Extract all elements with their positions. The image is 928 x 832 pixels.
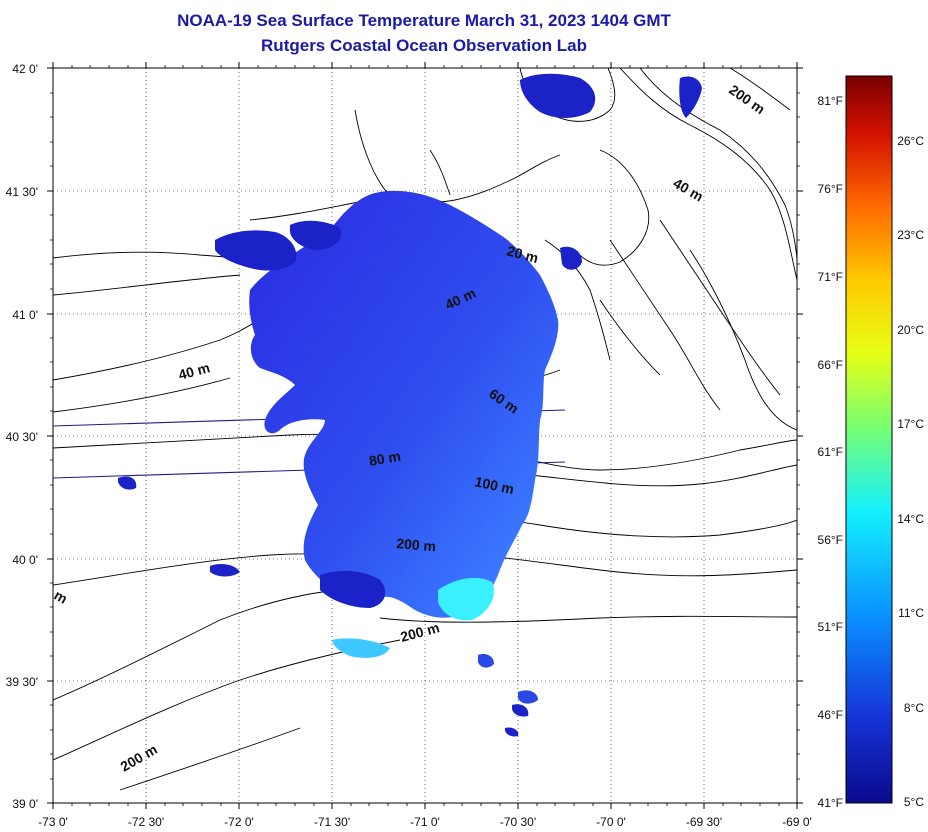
lon-label: -71 0' [410, 815, 440, 829]
celsius-label: 11°C [898, 606, 924, 620]
lat-label: 41 0' [12, 308, 38, 322]
celsius-label: 5°C [904, 795, 924, 809]
colorbar-celsius-labels: 26°C 23°C 20°C 17°C 14°C 11°C 8°C 5°C [897, 134, 924, 809]
contour-label: 200 m [396, 535, 437, 554]
lon-label: -73 0' [38, 815, 68, 829]
map-title: NOAA-19 Sea Surface Temperature March 31… [177, 11, 671, 30]
colorbar [845, 75, 893, 804]
frame-ticks [47, 62, 803, 809]
lon-label: -70 30' [500, 815, 536, 829]
lat-label: 42 0' [12, 62, 38, 76]
fahrenheit-label: 61°F [818, 445, 843, 459]
lon-label: -70 0' [596, 815, 626, 829]
longitude-labels: -73 0' -72 30' -72 0' -71 30' -71 0' -70… [38, 815, 812, 829]
sst-plume [118, 73, 702, 737]
celsius-label: 17°C [897, 417, 924, 431]
contour-label: 40 m [177, 359, 212, 383]
fahrenheit-label: 66°F [818, 358, 843, 372]
celsius-label: 26°C [897, 134, 924, 148]
fahrenheit-label: 46°F [818, 708, 843, 722]
bathymetry-contours [53, 68, 797, 791]
celsius-label: 23°C [897, 228, 924, 242]
lon-label: -69 30' [686, 815, 722, 829]
fahrenheit-label: 81°F [818, 94, 843, 108]
celsius-label: 20°C [897, 323, 924, 337]
colorbar-fahrenheit-labels: 81°F 76°F 71°F 66°F 61°F 56°F 51°F 46°F … [818, 94, 843, 810]
contour-label: 80 m [368, 448, 402, 469]
contour-label: 20 m [505, 242, 540, 266]
celsius-label: 8°C [904, 701, 924, 715]
latitude-labels: 42 0' 41 30' 41 0' 40 30' 40 0' 39 30' 3… [6, 62, 38, 811]
map-subtitle: Rutgers Coastal Ocean Observation Lab [261, 36, 587, 55]
lon-label: -71 30' [314, 815, 350, 829]
fahrenheit-label: 71°F [818, 270, 843, 284]
lon-label: -72 0' [224, 815, 254, 829]
lon-label: -72 30' [128, 815, 164, 829]
lat-label: 41 30' [6, 185, 38, 199]
fahrenheit-label: 56°F [818, 533, 843, 547]
celsius-label: 14°C [897, 512, 924, 526]
lon-label: -69 0' [782, 815, 812, 829]
lat-label: 40 30' [6, 430, 38, 444]
lat-label: 40 0' [12, 553, 38, 567]
minor-ticks [50, 65, 800, 806]
lat-label: 39 0' [12, 797, 38, 811]
fahrenheit-label: 41°F [818, 796, 843, 810]
lat-label: 39 30' [6, 675, 38, 689]
fahrenheit-label: 76°F [818, 182, 843, 196]
fahrenheit-label: 51°F [818, 620, 843, 634]
